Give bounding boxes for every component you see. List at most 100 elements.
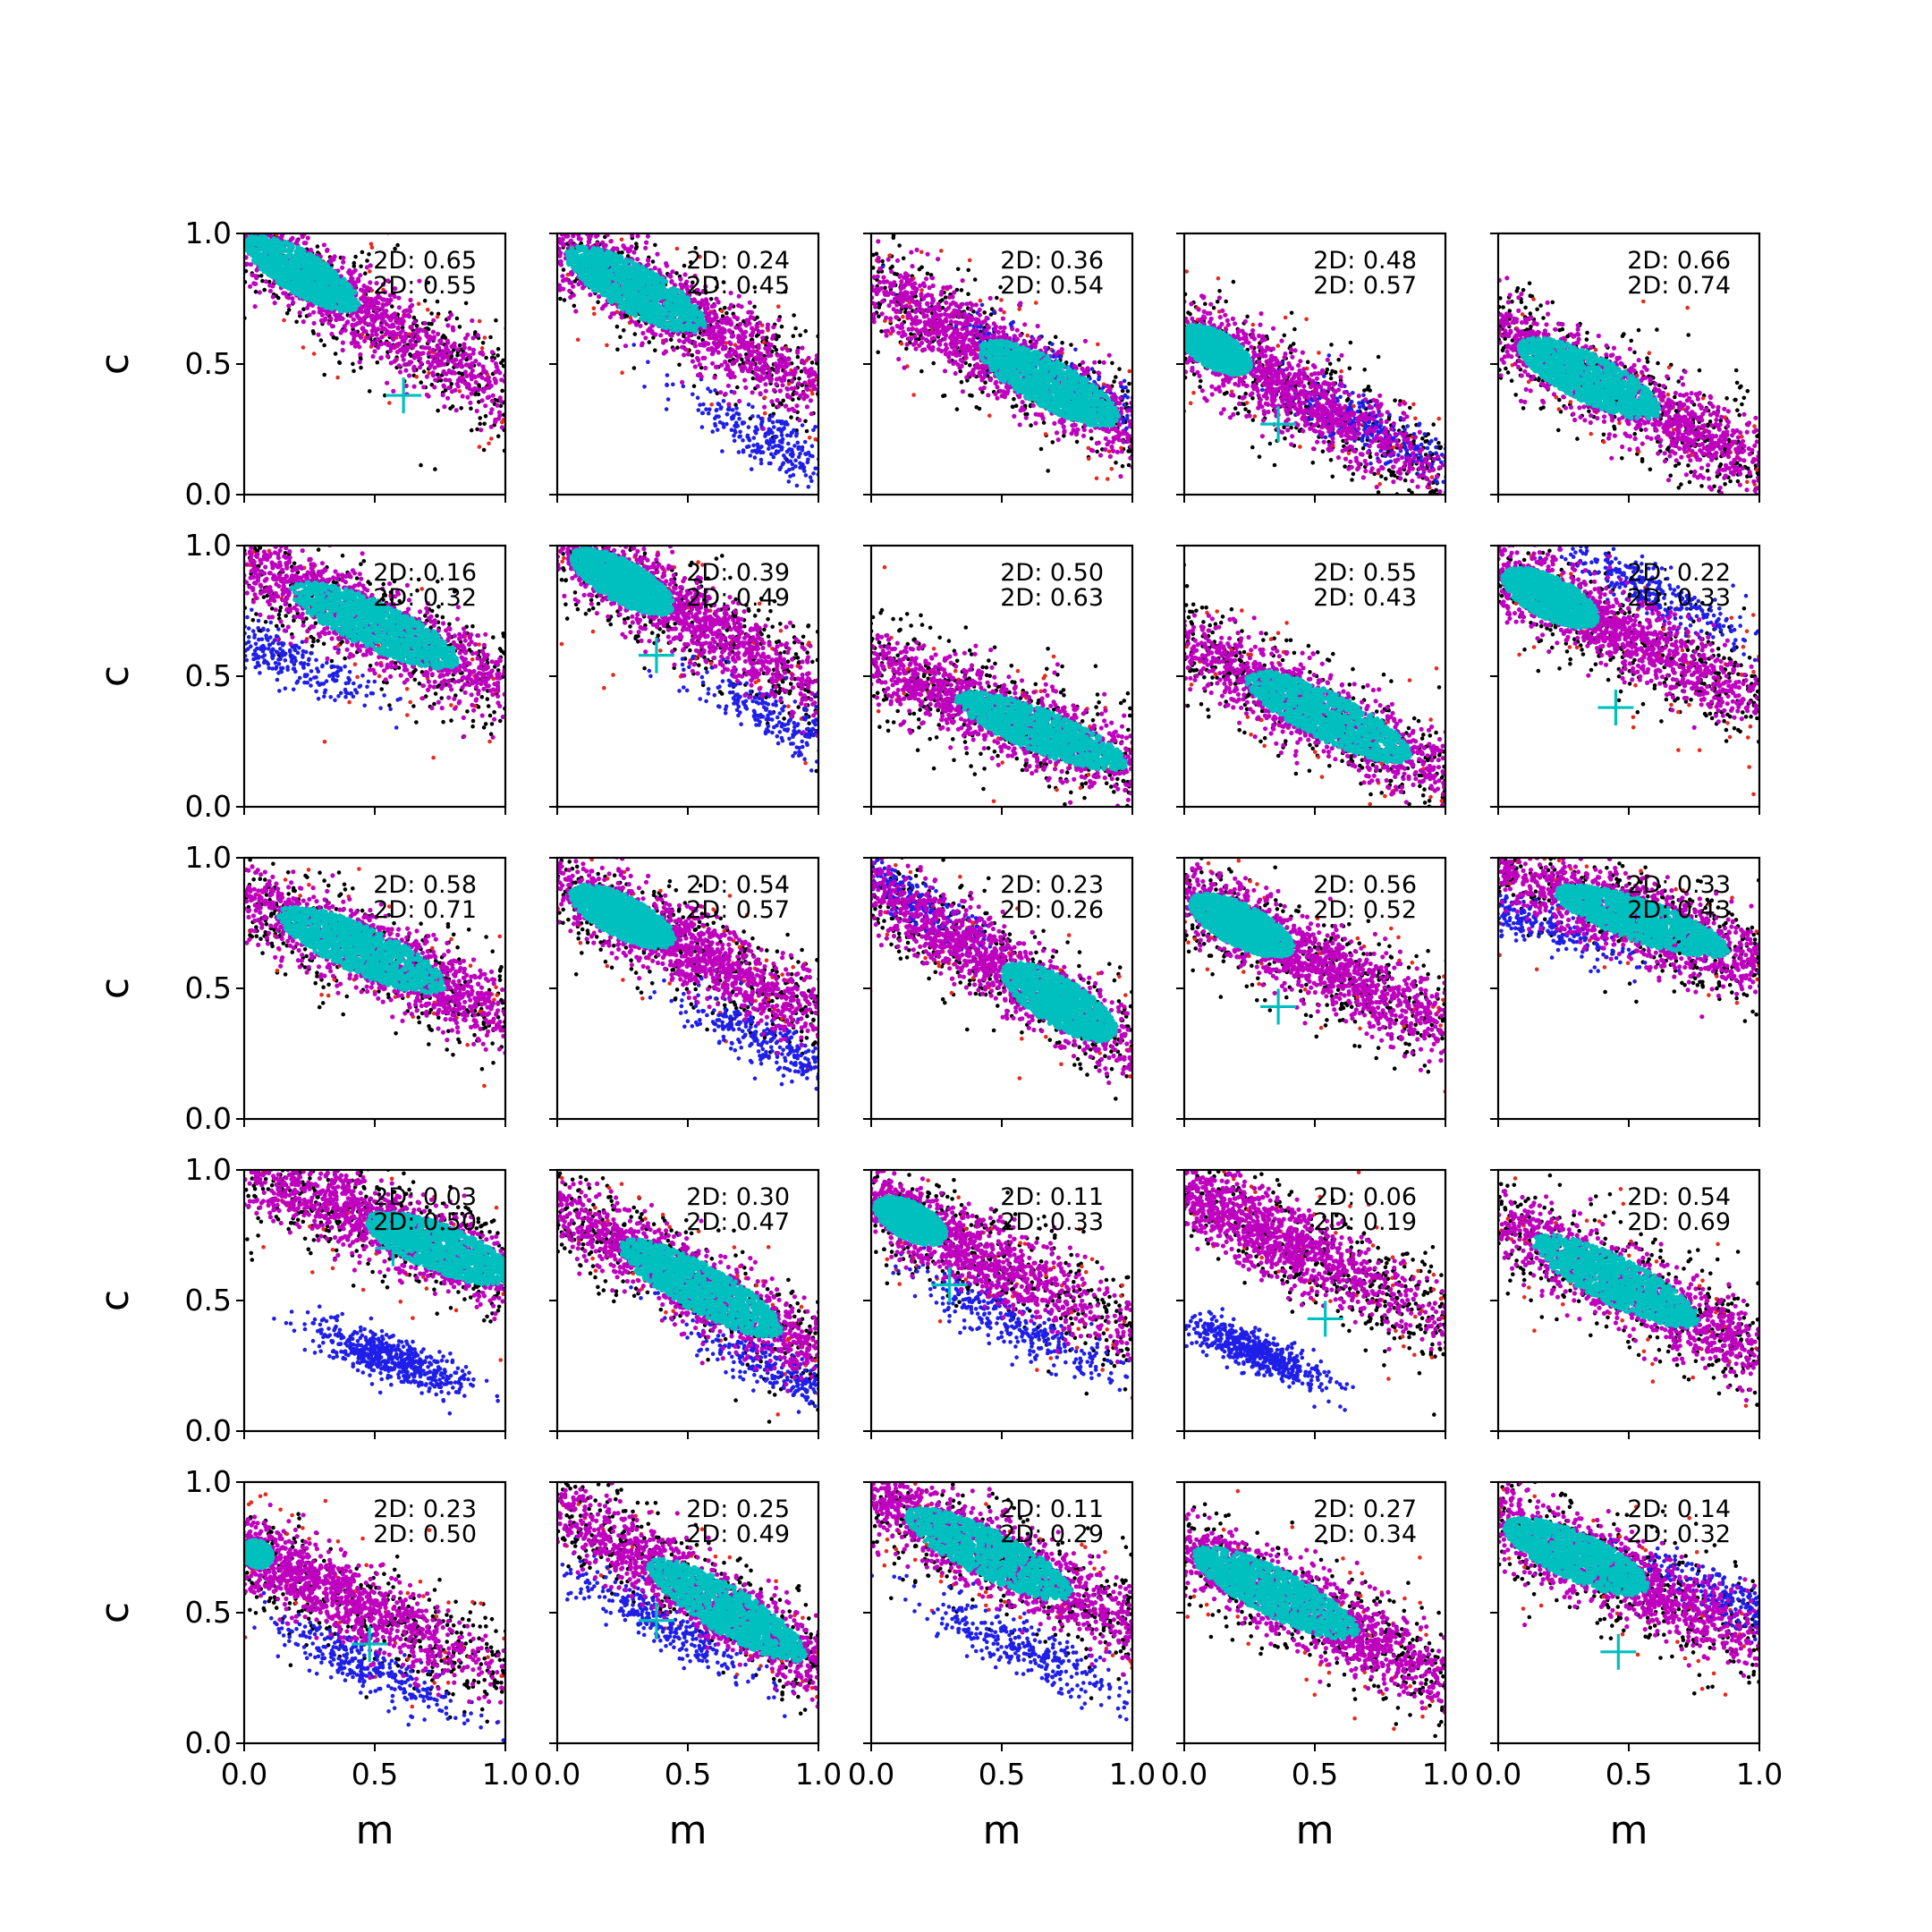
data-point bbox=[726, 402, 731, 406]
data-point bbox=[229, 255, 233, 259]
data-point bbox=[691, 393, 695, 397]
data-point bbox=[292, 208, 296, 212]
data-point bbox=[562, 267, 566, 272]
data-point bbox=[402, 336, 406, 341]
data-point bbox=[337, 360, 342, 365]
data-point bbox=[542, 250, 547, 255]
data-point bbox=[829, 368, 834, 372]
data-point bbox=[542, 241, 547, 245]
data-point bbox=[479, 428, 483, 432]
data-point bbox=[542, 249, 547, 253]
data-point bbox=[243, 212, 248, 216]
data-point bbox=[542, 223, 547, 227]
data-point bbox=[745, 343, 750, 348]
data-point bbox=[829, 424, 834, 428]
data-point bbox=[716, 414, 721, 419]
data-point bbox=[236, 222, 241, 226]
data-point bbox=[602, 217, 606, 222]
data-point bbox=[542, 273, 547, 277]
data-point bbox=[542, 248, 547, 252]
data-point bbox=[246, 225, 250, 230]
data-point bbox=[778, 467, 783, 471]
data-point bbox=[826, 466, 830, 470]
data-point bbox=[632, 366, 637, 370]
data-point bbox=[710, 352, 715, 356]
data-point bbox=[267, 216, 271, 220]
data-point bbox=[807, 485, 811, 489]
data-point bbox=[829, 428, 834, 432]
data-point bbox=[634, 242, 639, 246]
data-point bbox=[447, 378, 452, 383]
data-point bbox=[648, 340, 652, 344]
data-point bbox=[403, 369, 408, 373]
data-point bbox=[490, 399, 495, 403]
data-point bbox=[829, 402, 834, 407]
data-point bbox=[516, 411, 521, 416]
data-point bbox=[402, 362, 407, 367]
data-point bbox=[780, 447, 784, 452]
data-point bbox=[731, 360, 735, 365]
data-point bbox=[418, 356, 422, 360]
data-point bbox=[547, 227, 551, 232]
data-point bbox=[426, 335, 430, 339]
data-point bbox=[341, 317, 345, 321]
data-point bbox=[542, 253, 547, 258]
data-point bbox=[825, 476, 829, 480]
data-point bbox=[446, 386, 451, 390]
data-point bbox=[233, 235, 238, 240]
data-point bbox=[561, 199, 565, 204]
data-point bbox=[229, 194, 233, 199]
data-point bbox=[359, 265, 363, 269]
data-point bbox=[513, 419, 517, 424]
data-point bbox=[239, 258, 243, 263]
data-point bbox=[287, 217, 292, 222]
data-point bbox=[286, 213, 291, 217]
data-point bbox=[552, 270, 556, 275]
data-point bbox=[490, 358, 495, 362]
data-point bbox=[693, 343, 698, 348]
data-point bbox=[789, 459, 793, 463]
data-point bbox=[707, 411, 711, 416]
data-point bbox=[229, 184, 233, 189]
data-point bbox=[311, 310, 316, 315]
data-point bbox=[697, 335, 701, 340]
data-point bbox=[253, 274, 258, 278]
data-point bbox=[436, 409, 440, 413]
data-point bbox=[329, 286, 335, 292]
data-point bbox=[552, 241, 556, 245]
data-point bbox=[792, 473, 796, 478]
data-point bbox=[805, 429, 809, 434]
data-point bbox=[560, 220, 564, 225]
data-point bbox=[664, 261, 668, 266]
data-point bbox=[865, 480, 869, 485]
data-point bbox=[549, 222, 554, 226]
data-point bbox=[259, 215, 264, 219]
data-point bbox=[835, 487, 839, 491]
data-point bbox=[254, 192, 258, 197]
data-point bbox=[827, 473, 832, 478]
data-point bbox=[229, 254, 233, 258]
data-point bbox=[248, 284, 252, 289]
data-point bbox=[379, 323, 384, 327]
data-point bbox=[572, 304, 577, 309]
data-point bbox=[829, 401, 834, 405]
data-point bbox=[700, 411, 705, 416]
data-point bbox=[703, 366, 708, 370]
data-point bbox=[710, 429, 715, 434]
data-point bbox=[411, 343, 415, 348]
data-point bbox=[542, 234, 547, 239]
data-point bbox=[723, 306, 727, 310]
data-point bbox=[412, 316, 417, 320]
data-point bbox=[826, 473, 830, 478]
data-point bbox=[550, 260, 555, 265]
data-point bbox=[378, 356, 383, 360]
data-point bbox=[603, 210, 607, 215]
data-point bbox=[253, 217, 258, 222]
data-point bbox=[832, 493, 836, 497]
data-point bbox=[259, 274, 264, 278]
data-point bbox=[819, 470, 824, 474]
data-point bbox=[560, 274, 564, 278]
data-point bbox=[807, 451, 811, 455]
data-point bbox=[767, 369, 772, 373]
data-point bbox=[901, 510, 905, 514]
